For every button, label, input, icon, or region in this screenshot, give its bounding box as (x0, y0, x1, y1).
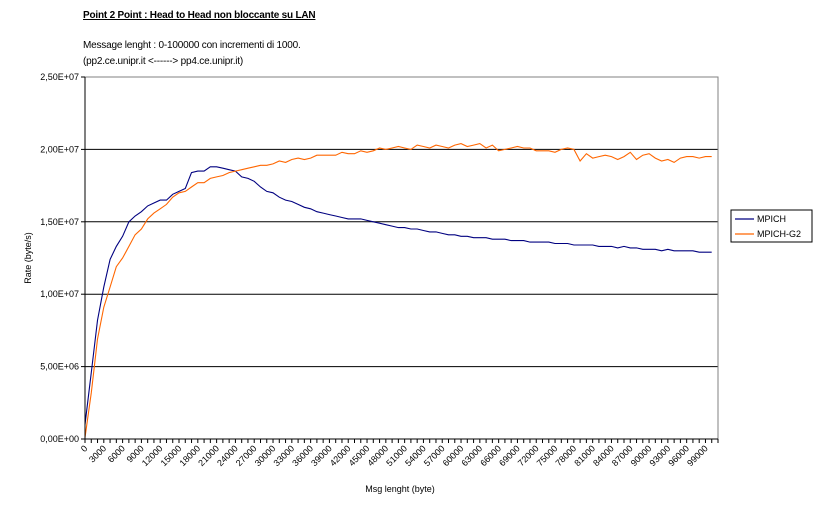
y-axis-title: Rate (byte/s) (23, 232, 33, 284)
legend-label-mpich: MPICH (757, 214, 786, 224)
y-tick-label: 5,00E+06 (40, 362, 79, 372)
y-tick-label: 0,00E+00 (40, 434, 79, 444)
x-tick-label: 6000 (106, 443, 127, 464)
x-tick-label: 99000 (685, 443, 710, 468)
x-tick-label: 0 (79, 443, 90, 454)
legend: MPICH MPICH-G2 (730, 209, 813, 243)
x-tick-label: 3000 (87, 443, 108, 464)
y-tick-label: 2,00E+07 (40, 144, 79, 154)
y-tick-label: 2,50E+07 (40, 72, 79, 82)
chart-title: Point 2 Point : Head to Head non bloccan… (83, 10, 316, 21)
plot-area-border (84, 76, 719, 440)
series-line-mpich (84, 166, 712, 425)
legend-label-mpich-g2: MPICH-G2 (757, 229, 801, 239)
x-axis-title: Msg lenght (byte) (365, 484, 435, 494)
series-line-mpich-g2 (84, 143, 712, 438)
chart-subtitle-line-2: (pp2.ce.unipr.it <------> pp4.ce.unipr.i… (83, 56, 244, 67)
chart-subtitle-line-1: Message lenght : 0-100000 con incrementi… (83, 40, 301, 51)
y-tick-label: 1,00E+07 (40, 289, 79, 299)
y-tick-label: 1,50E+07 (40, 217, 79, 227)
legend-box (730, 209, 813, 243)
